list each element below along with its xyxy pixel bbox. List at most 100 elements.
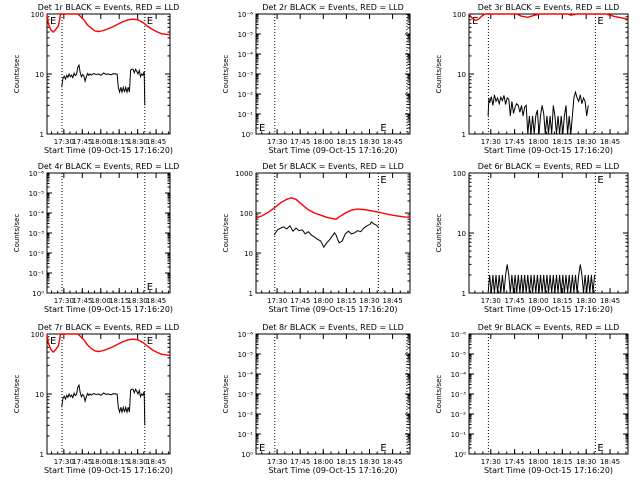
x-tick-label: 18:15 — [552, 138, 572, 146]
x-tick-label: 17:45 — [72, 297, 92, 305]
x-tick-label: 18:00 — [91, 458, 111, 466]
x-tick-label: 18:00 — [313, 138, 333, 146]
y-axis-label: Counts/sec — [13, 214, 21, 253]
detector-panel-3: Det 3r BLACK = Events, RED = LLD 1 10 100 17… — [435, 3, 629, 155]
x-axis-label: Start Time (09-Oct-15 17:16:20) — [484, 305, 613, 314]
y-tick-label: 10⁻⁵ — [451, 351, 467, 359]
y-axis-label: Counts/sec — [222, 214, 230, 253]
y-tick-label: 1 — [249, 290, 253, 298]
x-tick-label: 18:30 — [359, 297, 379, 305]
y-tick-label: 10⁻⁶ — [238, 11, 254, 19]
x-axis-label: Start Time (09-Oct-15 17:16:20) — [44, 146, 173, 155]
x-tick-label: 18:15 — [109, 458, 129, 466]
x-tick-label: 18:00 — [91, 297, 111, 305]
panel-title: Det 7r BLACK = Events, RED = LLD — [38, 323, 180, 332]
x-tick-label: 17:45 — [505, 138, 525, 146]
y-tick-label: 10⁻³ — [451, 391, 467, 399]
event-marker-E: E — [259, 123, 265, 134]
detector-panel-7: Det 7r BLACK = Events, RED = LLD 1 10 100 17… — [13, 323, 179, 475]
x-tick-label: 18:30 — [576, 138, 596, 146]
x-axis-label: Start Time (09-Oct-15 17:16:20) — [268, 466, 397, 475]
x-tick-label: 18:15 — [336, 138, 356, 146]
x-tick-label: 17:30 — [54, 297, 74, 305]
x-tick-label: 18:30 — [576, 297, 596, 305]
y-tick-label: 1 — [462, 290, 466, 298]
x-axis-label: Start Time (09-Oct-15 17:16:20) — [484, 146, 613, 155]
lld-rate-line — [468, 13, 629, 22]
event-marker-E: E — [147, 282, 153, 293]
panel-title: Det 8r BLACK = Events, RED = LLD — [262, 323, 404, 332]
panel-title: Det 3r BLACK = Events, RED = LLD — [478, 3, 620, 12]
y-axis-label: Counts/sec — [222, 375, 230, 414]
x-tick-label: 18:45 — [383, 297, 403, 305]
event-marker-E: E — [380, 175, 386, 186]
event-marker-E: E — [259, 443, 265, 454]
detector-panel-6: Det 6r BLACK = Events, RED = LLD 1 10 100 17… — [435, 162, 629, 314]
event-marker-E: E — [597, 175, 603, 186]
x-tick-label: 18:00 — [528, 297, 548, 305]
x-tick-label: 18:30 — [128, 297, 148, 305]
y-tick-label: 10⁻⁶ — [451, 331, 467, 339]
events-rate-line — [61, 63, 146, 106]
y-tick-label: 10⁻² — [238, 411, 254, 419]
y-tick-label: 10⁻¹ — [451, 431, 467, 439]
detector-panel-5: Det 5r BLACK = Events, RED = LLD 1 10 100 10… — [222, 162, 411, 314]
plot-frame — [46, 172, 171, 294]
detector-panel-4: Det 4r BLACK = Events, RED = LLD 10⁰ 10⁻¹ 1… — [13, 162, 179, 314]
events-rate-line — [487, 264, 596, 294]
x-axis-label: Start Time (09-Oct-15 17:16:20) — [268, 305, 397, 314]
y-tick-label: 10⁻⁶ — [238, 331, 254, 339]
event-marker-E: E — [380, 443, 386, 454]
events-rate-line — [274, 221, 379, 249]
plot-frame — [255, 333, 411, 455]
event-marker-E: E — [472, 16, 478, 27]
x-tick-label: 17:30 — [481, 458, 501, 466]
y-tick-label: 10⁻⁶ — [29, 170, 45, 178]
y-tick-label: 10 — [35, 391, 44, 399]
y-tick-label: 1 — [462, 131, 466, 139]
events-rate-line — [487, 90, 589, 135]
y-axis-label: Counts/sec — [435, 55, 443, 94]
lld-rate-line — [255, 197, 411, 220]
y-axis-label: Counts/sec — [13, 55, 21, 94]
y-tick-label: 10⁻⁴ — [29, 210, 45, 218]
event-marker-E: E — [50, 336, 56, 347]
x-tick-label: 17:30 — [267, 297, 287, 305]
y-tick-label: 10 — [35, 71, 44, 79]
panel-title: Det 6r BLACK = Events, RED = LLD — [478, 162, 620, 171]
y-tick-label: 10⁻⁴ — [238, 371, 254, 379]
y-tick-label: 10⁻⁵ — [29, 190, 45, 198]
x-tick-label: 18:30 — [359, 458, 379, 466]
lld-rate-line — [46, 13, 171, 36]
x-tick-label: 18:45 — [146, 138, 166, 146]
y-axis-label: Counts/sec — [13, 375, 21, 414]
y-tick-label: 10⁰ — [241, 451, 253, 459]
x-tick-label: 18:00 — [528, 138, 548, 146]
panel-title: Det 2r BLACK = Events, RED = LLD — [262, 3, 404, 12]
y-tick-label: 10⁰ — [32, 290, 44, 298]
x-tick-label: 17:30 — [481, 297, 501, 305]
y-tick-label: 10⁻⁴ — [451, 371, 467, 379]
y-tick-label: 100 — [453, 11, 466, 19]
y-tick-label: 100 — [240, 210, 253, 218]
x-tick-label: 18:45 — [600, 458, 620, 466]
x-tick-label: 18:45 — [146, 297, 166, 305]
x-tick-label: 17:45 — [290, 138, 310, 146]
event-marker-E: E — [147, 16, 153, 27]
y-tick-label: 1 — [40, 131, 44, 139]
panel-title: Det 1r BLACK = Events, RED = LLD — [38, 3, 180, 12]
detector-panel-2: Det 2r BLACK = Events, RED = LLD 10⁰ 10⁻¹ 1… — [222, 3, 411, 155]
detector-panel-8: Det 8r BLACK = Events, RED = LLD 10⁰ 10⁻¹ 1… — [222, 323, 411, 475]
y-tick-label: 100 — [453, 170, 466, 178]
x-tick-label: 18:00 — [313, 458, 333, 466]
y-tick-label: 10⁰ — [454, 451, 466, 459]
x-tick-label: 18:45 — [600, 138, 620, 146]
x-tick-label: 18:00 — [528, 458, 548, 466]
x-tick-label: 18:30 — [576, 458, 596, 466]
lld-rate-line — [46, 333, 171, 357]
y-tick-label: 1 — [40, 451, 44, 459]
x-tick-label: 17:45 — [505, 458, 525, 466]
x-axis-label: Start Time (09-Oct-15 17:16:20) — [484, 466, 613, 475]
x-tick-label: 18:15 — [552, 458, 572, 466]
x-tick-label: 17:30 — [267, 138, 287, 146]
